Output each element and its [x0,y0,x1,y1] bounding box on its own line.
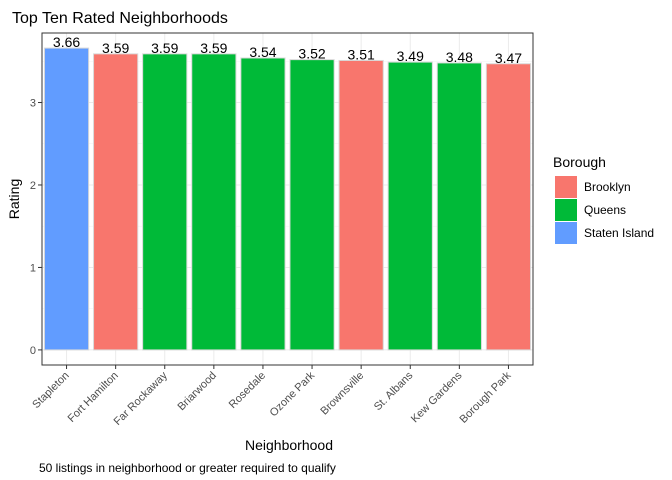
x-tick-label: Briarwood [175,370,219,414]
y-axis-title: Rating [6,179,22,219]
bar [93,53,139,351]
bar-labels: 3.66 3.59 3.59 3.59 3.54 3.52 3.51 3.49 3.48 3.47 [53,34,522,66]
legend-title: Borough [553,154,606,170]
bars [43,47,532,351]
bar-value-label: 3.48 [446,49,473,65]
legend-label: Queens [584,203,626,217]
bar-value-label: 3.66 [53,34,80,50]
bar [142,53,188,351]
bar-value-label: 3.59 [102,40,129,56]
bar [240,57,286,351]
legend-label: Brooklyn [584,180,631,194]
legend-key [555,176,577,198]
bar-value-label: 3.59 [151,40,178,56]
y-tick-label: 0 [30,345,36,357]
bar [436,62,482,351]
bar-value-label: 3.49 [397,48,424,64]
bar-value-label: 3.54 [249,44,276,60]
x-tick-label: Borough Park [458,369,514,425]
legend-key [555,199,577,221]
y-axis: 0 1 2 3 [30,98,42,357]
y-tick-label: 2 [30,180,36,192]
bar-value-label: 3.47 [495,50,522,66]
x-tick-label: Brownsville [318,370,366,418]
y-tick-label: 1 [30,262,36,274]
bar-value-label: 3.51 [348,46,375,62]
bar [43,47,90,351]
panel-border [41,32,534,366]
x-tick-label: St. Albans [372,369,416,413]
bar [338,59,384,351]
legend-label: Staten Island [584,226,654,240]
bar-value-label: 3.52 [298,46,325,62]
chart-title: Top Ten Rated Neighborhoods [12,10,228,27]
bar-value-label: 3.59 [200,40,227,56]
x-tick-label: Rosedale [227,370,268,411]
bar [289,59,335,351]
caption: 50 listings in neighborhood or greater r… [39,461,336,475]
x-tick-label: Kew Gardens [409,369,465,425]
bar [387,61,433,351]
bar [485,63,532,351]
legend: Borough Brooklyn Queens Staten Island [553,154,654,244]
y-tick-label: 3 [30,98,36,110]
x-tick-label: Stapleton [30,370,71,411]
x-axis-title: Neighborhood [245,437,333,453]
x-tick-label: Ozone Park [268,369,318,419]
x-tick-label: Fort Hamilton [66,370,121,425]
bar [191,53,237,351]
legend-key [555,222,577,244]
